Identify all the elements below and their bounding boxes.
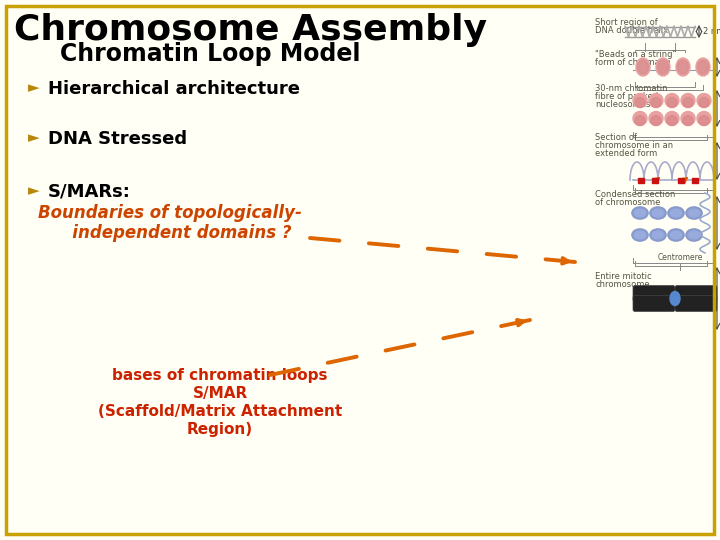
Ellipse shape — [649, 111, 663, 125]
Text: S/MARs:: S/MARs: — [48, 183, 131, 201]
Ellipse shape — [688, 209, 700, 217]
Ellipse shape — [667, 98, 677, 107]
Ellipse shape — [632, 229, 648, 241]
Ellipse shape — [686, 229, 702, 241]
Ellipse shape — [633, 93, 647, 107]
Ellipse shape — [636, 58, 650, 76]
Text: (Scaffold/Matrix Attachment: (Scaffold/Matrix Attachment — [98, 404, 342, 419]
Bar — [678, 178, 684, 183]
Ellipse shape — [670, 209, 682, 217]
Text: "Beads on a string": "Beads on a string" — [595, 50, 676, 59]
FancyBboxPatch shape — [675, 286, 717, 301]
Ellipse shape — [632, 207, 648, 219]
Text: bases of chromatin loops: bases of chromatin loops — [112, 368, 328, 383]
Ellipse shape — [681, 111, 695, 125]
Ellipse shape — [683, 98, 693, 107]
Ellipse shape — [668, 229, 684, 241]
Ellipse shape — [637, 60, 649, 74]
Ellipse shape — [681, 93, 695, 107]
Ellipse shape — [697, 93, 711, 107]
Text: DNA double helix: DNA double helix — [595, 26, 668, 35]
Ellipse shape — [656, 58, 670, 76]
Ellipse shape — [678, 60, 688, 74]
Text: Short region of: Short region of — [595, 18, 658, 27]
Ellipse shape — [650, 207, 666, 219]
Text: fibre of packed: fibre of packed — [595, 92, 658, 101]
Text: Boundaries of topologically-: Boundaries of topologically- — [38, 204, 302, 222]
Text: form of chromatin: form of chromatin — [595, 58, 671, 67]
Ellipse shape — [634, 231, 646, 239]
Ellipse shape — [676, 58, 690, 76]
Text: extended form: extended form — [595, 149, 657, 158]
Ellipse shape — [670, 292, 680, 306]
Text: nucleosomes: nucleosomes — [595, 100, 650, 109]
Text: Entire mitotic: Entire mitotic — [595, 272, 652, 281]
Ellipse shape — [651, 116, 661, 125]
Text: 2 nm: 2 nm — [703, 27, 720, 36]
Bar — [652, 178, 658, 183]
Ellipse shape — [665, 111, 679, 125]
Ellipse shape — [699, 98, 709, 107]
Ellipse shape — [651, 98, 661, 107]
Ellipse shape — [652, 209, 664, 217]
Text: independent domains ?: independent domains ? — [55, 224, 292, 242]
Text: 30-nm chromatin: 30-nm chromatin — [595, 84, 667, 93]
Ellipse shape — [696, 58, 710, 76]
FancyBboxPatch shape — [675, 295, 717, 312]
Text: Chromatin Loop Model: Chromatin Loop Model — [60, 42, 361, 66]
Ellipse shape — [683, 116, 693, 125]
Text: ►: ► — [28, 130, 40, 145]
Text: chromosome: chromosome — [595, 280, 649, 289]
Ellipse shape — [635, 116, 645, 125]
Text: Section of: Section of — [595, 133, 637, 142]
Ellipse shape — [698, 60, 708, 74]
Text: ►: ► — [28, 183, 40, 198]
Text: ►: ► — [28, 80, 40, 95]
Ellipse shape — [670, 231, 682, 239]
Ellipse shape — [688, 231, 700, 239]
Text: chromosome in an: chromosome in an — [595, 141, 673, 150]
Text: Condensed section: Condensed section — [595, 190, 675, 199]
Text: Hierarchical architecture: Hierarchical architecture — [48, 80, 300, 98]
Text: Centromere: Centromere — [657, 253, 703, 262]
FancyBboxPatch shape — [633, 295, 675, 312]
Ellipse shape — [668, 207, 684, 219]
Ellipse shape — [665, 93, 679, 107]
Text: DNA Stressed: DNA Stressed — [48, 130, 187, 148]
Ellipse shape — [635, 98, 645, 107]
Ellipse shape — [650, 229, 666, 241]
Text: Region): Region) — [187, 422, 253, 437]
Ellipse shape — [697, 111, 711, 125]
Ellipse shape — [649, 93, 663, 107]
Ellipse shape — [634, 209, 646, 217]
Bar — [692, 178, 698, 183]
Bar — [638, 178, 644, 183]
Ellipse shape — [667, 116, 677, 125]
Ellipse shape — [657, 60, 668, 74]
Ellipse shape — [686, 207, 702, 219]
Text: of chromosome: of chromosome — [595, 198, 660, 207]
FancyBboxPatch shape — [633, 286, 675, 301]
Ellipse shape — [633, 111, 647, 125]
Text: Chromosome Assembly: Chromosome Assembly — [14, 13, 487, 47]
Text: S/MAR: S/MAR — [192, 386, 248, 401]
Ellipse shape — [652, 231, 664, 239]
Ellipse shape — [699, 116, 709, 125]
